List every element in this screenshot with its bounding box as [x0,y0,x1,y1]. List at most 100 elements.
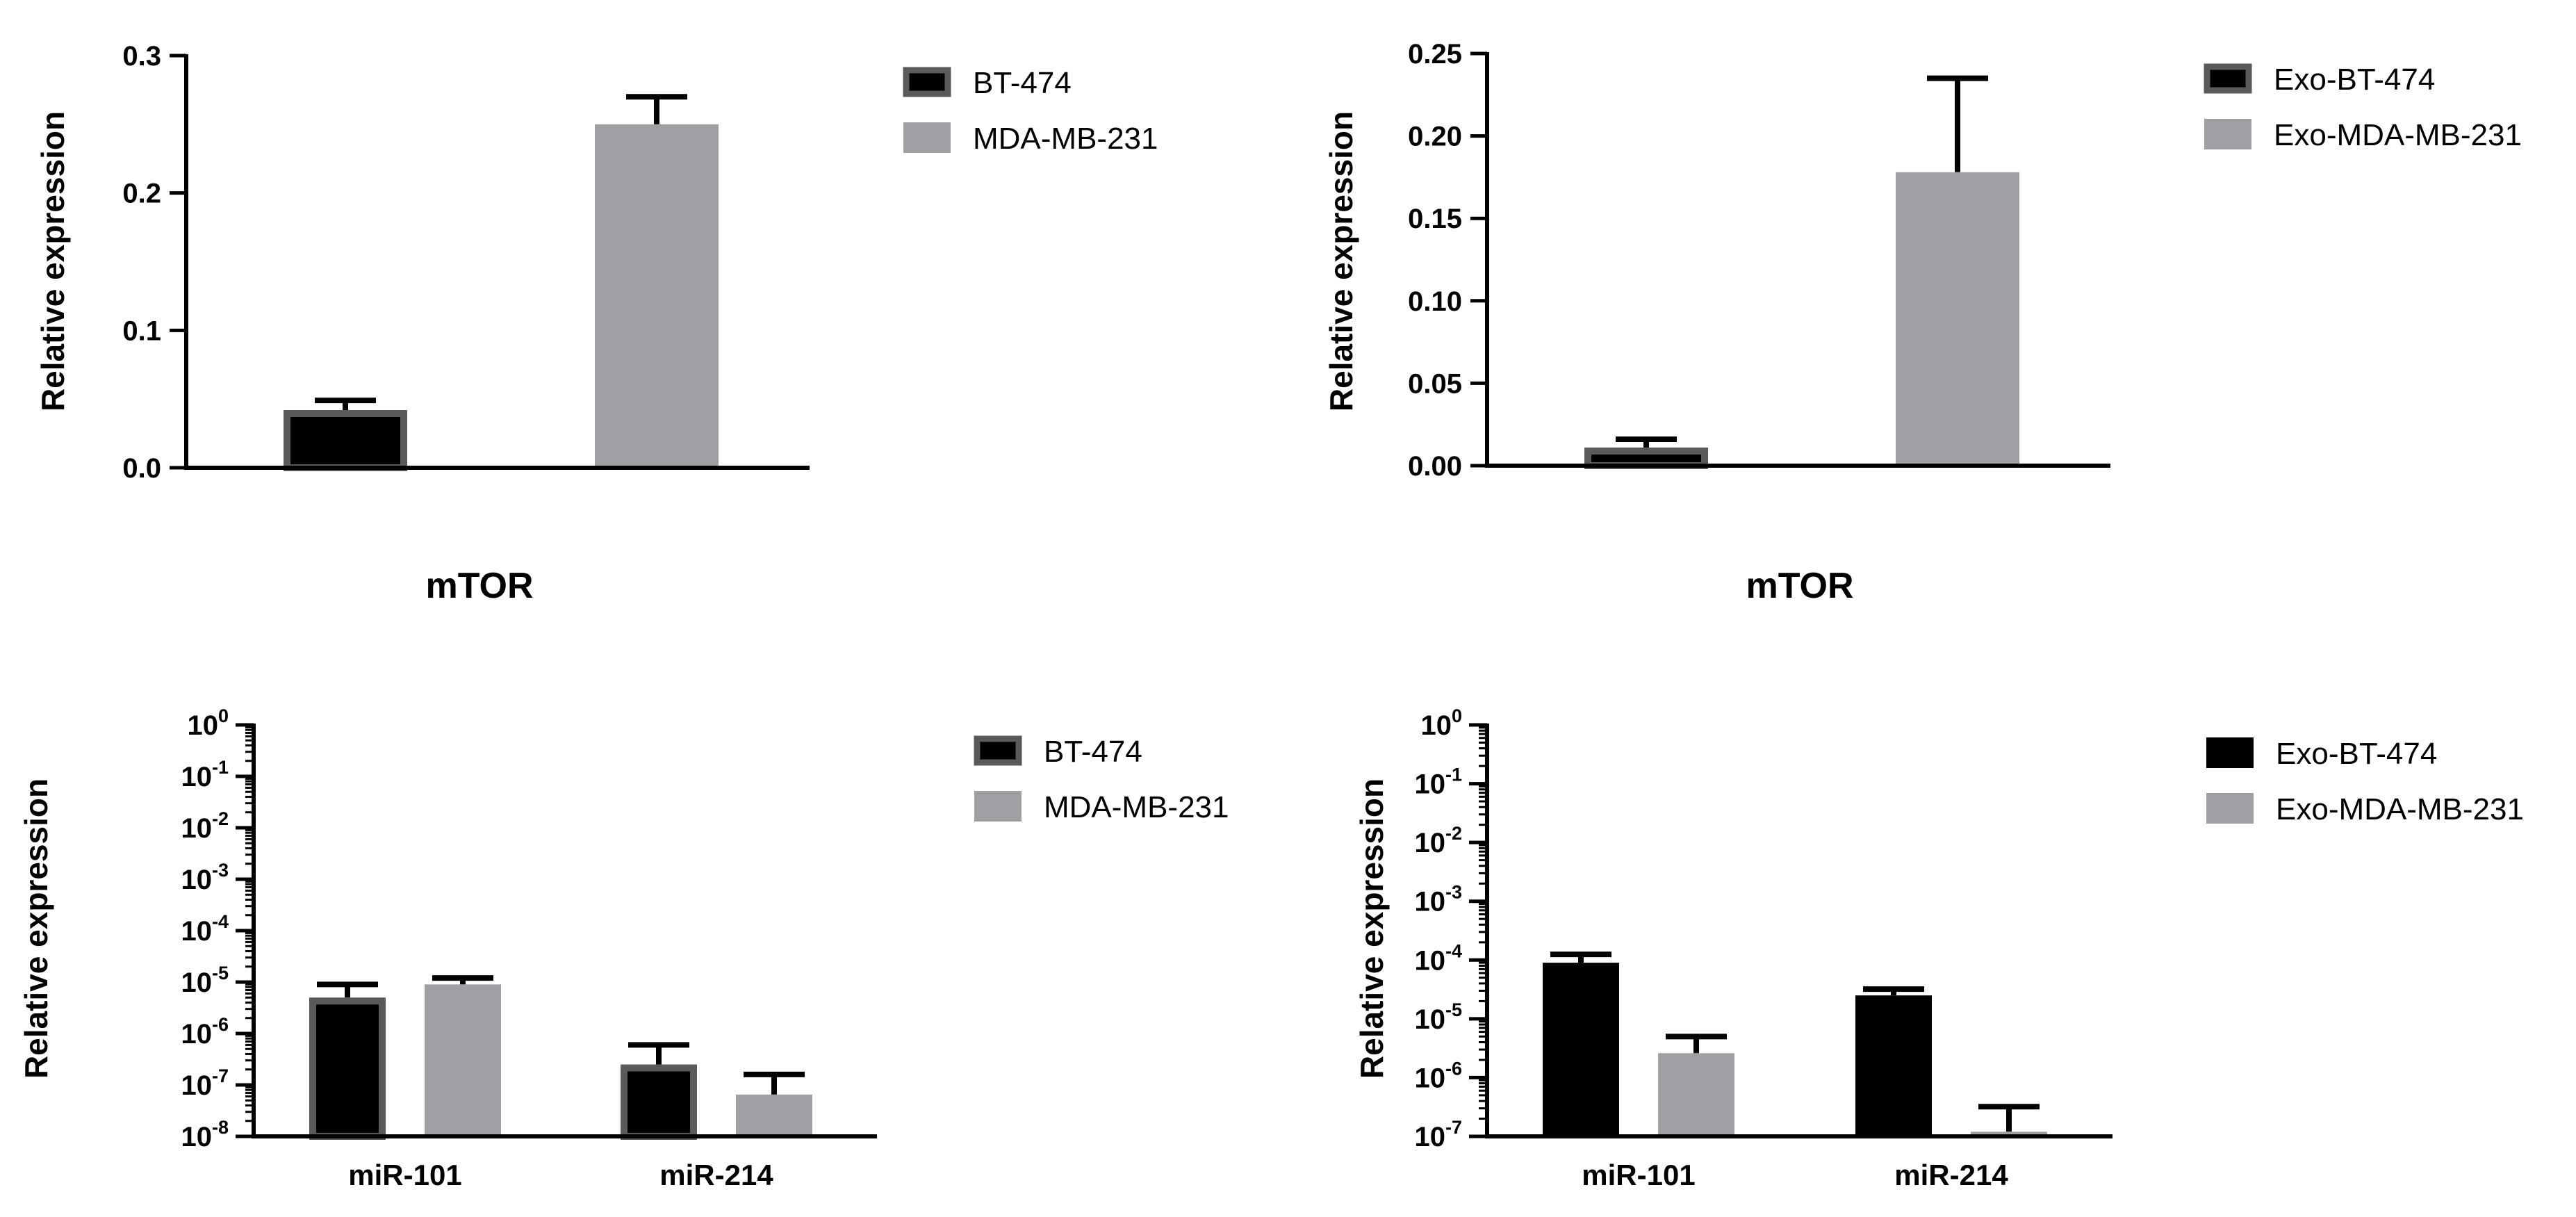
y-tick-exponent: -2 [212,808,229,829]
y-tick-label: 10-1 [1414,765,1462,800]
y-tick-label: 10-5 [181,963,229,998]
y-tick-label: 0.2 [122,179,161,209]
y-tick-exponent: -5 [1445,999,1462,1020]
y-tick-label: 100 [187,705,229,741]
bars [1543,951,2047,1136]
y-axis-label: Relative expression [1323,111,1359,411]
legend: BT-474 MDA-MB-231 [903,66,1158,156]
y-tick-exponent: -1 [212,757,229,778]
y-tick-base: 10 [1414,945,1445,976]
x-category-label: miR-214 [659,1159,773,1191]
bar [1896,172,2019,466]
legend-label: Exo-BT-474 [2274,63,2435,97]
y-tick-label: 10-6 [181,1014,229,1049]
y-tick-base: 10 [181,762,212,792]
y-tick-base: 10 [1414,1063,1445,1093]
y-tick-label: 10-4 [1414,940,1462,976]
y-axis-label: Relative expression [35,111,71,411]
bar [1584,447,1708,470]
y-tick-label: 10-3 [181,860,229,895]
y-tick-base: 10 [1414,1004,1445,1035]
y-tick-base: 10 [1414,1122,1445,1152]
y-axis-label: Relative expression [18,778,54,1079]
y-tick-exponent: 0 [1452,705,1462,726]
y-tick-label: 0.1 [122,316,161,346]
y-tick-label: 10-8 [181,1117,229,1152]
bar [1971,1132,2047,1136]
y-tick-base: 10 [181,1122,212,1152]
y-tick-label: 10-2 [1414,823,1462,858]
y-tick-label: 0.20 [1408,122,1462,152]
bar [425,984,501,1136]
x-category-label: miR-101 [1582,1159,1695,1191]
y-tick-exponent: -8 [212,1117,229,1138]
bar [1658,1053,1734,1136]
y-tick-exponent: -7 [212,1065,229,1086]
y-tick-base: 10 [181,813,212,844]
bar [621,1064,697,1141]
bar [736,1094,812,1136]
y-tick-label: 10-7 [1414,1117,1462,1152]
legend-label: BT-474 [973,66,1072,100]
bar [1543,963,1619,1136]
legend-label: MDA-MB-231 [973,122,1158,156]
bar [1855,995,1932,1136]
y-tick-exponent: -3 [1445,882,1462,903]
y-tick-label: 0.05 [1408,368,1462,399]
y-tick-label: 0.3 [122,41,161,72]
y-tick-exponent: 0 [218,705,229,726]
legend-label: Exo-MDA-MB-231 [2276,792,2524,826]
y-tick-label: 10-3 [1414,882,1462,917]
y-tick-base: 10 [1420,710,1452,741]
legend-swatch [974,735,1022,766]
y-tick-label: 10-4 [181,911,229,947]
x-axis-label: mTOR [1746,566,1853,606]
y-tick-label: 0.15 [1408,204,1462,234]
chart-panel-4: Relative expression10010-110-210-310-410… [1354,705,2524,1191]
y-tick-base: 10 [181,865,212,895]
chart-panel-2: Relative expression0.000.050.100.150.200… [1323,39,2522,606]
y-tick-base: 10 [181,916,212,947]
legend-label: Exo-MDA-MB-231 [2274,118,2522,152]
bar [595,124,719,468]
y-tick-label: 10-7 [181,1065,229,1101]
y-tick-base: 10 [1414,887,1445,917]
y-tick-label: 0.0 [122,453,161,484]
y-tick-label: 10-1 [181,757,229,792]
y-tick-base: 10 [1414,769,1445,800]
y-tick-label: 0.00 [1408,451,1462,482]
y-tick-base: 10 [1414,828,1445,858]
bar [309,997,386,1141]
y-axis-ticks: 0.00 0.05 0.10 0.15 0.20 0.25 [1408,39,1487,482]
legend-swatch [2206,793,2254,824]
y-tick-exponent: -7 [1445,1117,1462,1138]
y-tick-exponent: -2 [1445,823,1462,844]
y-tick-base: 10 [181,1019,212,1049]
bars [284,94,719,471]
y-tick-base: 10 [181,967,212,998]
y-axis-label: Relative expression [1354,778,1390,1079]
legend-label: MDA-MB-231 [1044,790,1229,824]
x-category-label: miR-214 [1894,1159,2008,1191]
y-tick-label: 10-6 [1414,1058,1462,1093]
legend: BT-474 MDA-MB-231 [974,735,1229,824]
legend-swatch [2204,119,2251,149]
legend-swatch [903,122,951,153]
legend-label: BT-474 [1044,735,1142,769]
y-tick-base: 10 [187,710,218,741]
y-tick-label: 0.25 [1408,39,1462,70]
y-tick-label: 10-5 [1414,999,1462,1035]
y-tick-exponent: -1 [1445,765,1462,785]
legend: Exo-BT-474 Exo-MDA-MB-231 [2204,63,2522,152]
y-tick-label: 0.10 [1408,286,1462,317]
legend-label: Exo-BT-474 [2276,737,2437,771]
y-tick-label: 10-2 [181,808,229,844]
x-axis-label: mTOR [425,566,533,606]
y-tick-exponent: -6 [212,1014,229,1035]
y-tick-label: 100 [1420,705,1462,741]
bars [309,975,812,1141]
bars [1584,75,2019,470]
legend-swatch [2204,63,2252,94]
